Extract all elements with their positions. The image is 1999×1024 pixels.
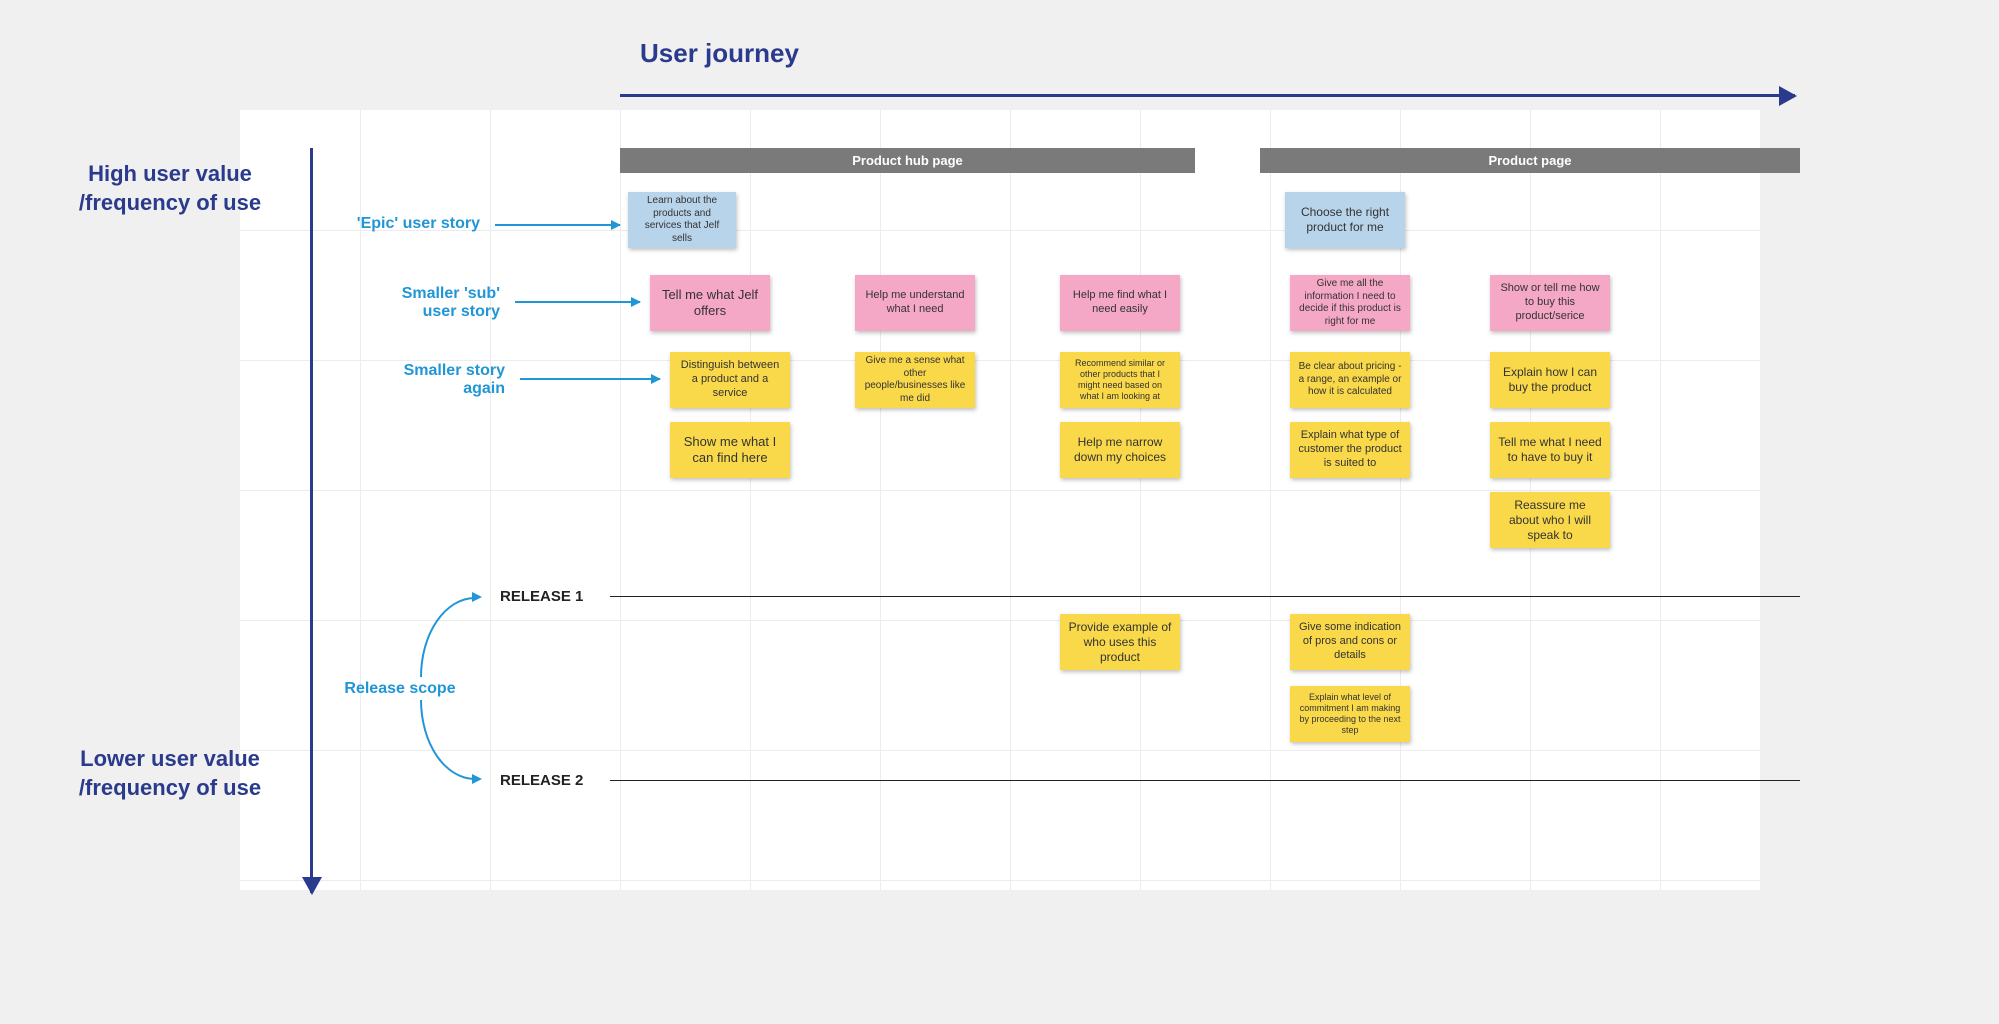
release-curve-1-head [472, 592, 482, 602]
release-1-line [610, 596, 1800, 597]
axis-label-top: High user value /frequency of use [55, 160, 285, 217]
card-y10: Reassure me about who I will speak to [1490, 492, 1610, 548]
release-2-line [610, 780, 1800, 781]
card-sub-2: Help me understand what I need [855, 275, 975, 331]
release-2-label: RELEASE 2 [500, 772, 583, 789]
legend-sub-arrow [515, 301, 640, 303]
card-y9: Tell me what I need to have to buy it [1490, 422, 1610, 478]
card-sub-3: Help me find what I need easily [1060, 275, 1180, 331]
axis-label-top-text: High user value /frequency of use [79, 161, 261, 215]
card-sub-1: Tell me what Jelf offers [650, 275, 770, 331]
card-sub-5: Show or tell me how to buy this product/… [1490, 275, 1610, 331]
legend-smaller: Smaller story again [385, 362, 505, 398]
release-1-label: RELEASE 1 [500, 588, 583, 605]
axis-label-bottom: Lower user value /frequency of use [55, 745, 285, 802]
card-y12: Give some indication of pros and cons or… [1290, 614, 1410, 670]
card-y3: Recommend similar or other products that… [1060, 352, 1180, 408]
section-hub: Product hub page [620, 148, 1195, 173]
card-y8: Explain what type of customer the produc… [1290, 422, 1410, 478]
card-sub-4: Give me all the information I need to de… [1290, 275, 1410, 331]
card-y13: Explain what level of commitment I am ma… [1290, 686, 1410, 742]
card-y7: Help me narrow down my choices [1060, 422, 1180, 478]
card-y4: Be clear about pricing - a range, an exa… [1290, 352, 1410, 408]
card-y1: Distinguish between a product and a serv… [670, 352, 790, 408]
journey-arrow [620, 94, 1795, 97]
legend-epic: 'Epic' user story [345, 215, 480, 233]
card-epic-2: Choose the right product for me [1285, 192, 1405, 248]
legend-release: Release scope [335, 680, 465, 698]
legend-sub: Smaller 'sub' user story [370, 285, 500, 321]
card-y2: Give me a sense what other people/busine… [855, 352, 975, 408]
value-arrow [310, 148, 313, 893]
card-y6: Show me what I can find here [670, 422, 790, 478]
diagram-title: User journey [640, 38, 799, 69]
card-epic-1: Learn about the products and services th… [628, 192, 736, 248]
release-curve-2-head [472, 774, 482, 784]
card-y11: Provide example of who uses this product [1060, 614, 1180, 670]
legend-epic-arrow [495, 224, 620, 226]
section-product: Product page [1260, 148, 1800, 173]
axis-label-bottom-text: Lower user value /frequency of use [79, 746, 261, 800]
legend-smaller-arrow [520, 378, 660, 380]
card-y5: Explain how I can buy the product [1490, 352, 1610, 408]
